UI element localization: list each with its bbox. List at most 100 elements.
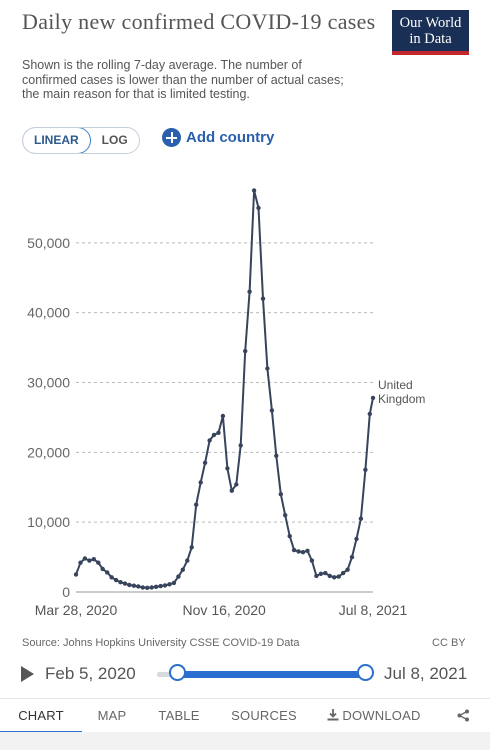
data-point xyxy=(323,570,328,576)
data-point xyxy=(162,583,168,588)
data-point xyxy=(251,188,257,193)
data-point xyxy=(225,466,230,471)
data-point xyxy=(82,556,88,561)
data-point xyxy=(367,411,372,417)
data-point xyxy=(113,577,119,583)
data-point xyxy=(336,574,341,579)
data-point xyxy=(73,572,79,577)
data-point xyxy=(300,550,306,555)
log-scale-button[interactable]: LOG xyxy=(101,133,128,147)
data-point xyxy=(127,582,132,588)
data-point xyxy=(327,573,332,579)
tab-sources[interactable]: SOURCES xyxy=(216,699,312,733)
data-point xyxy=(176,574,181,579)
tab-sources-label: SOURCES xyxy=(231,708,297,723)
data-point xyxy=(149,585,154,590)
tab-download-label: DOWNLOAD xyxy=(342,708,421,723)
data-point xyxy=(229,488,234,493)
y-tick-label: 20,000 xyxy=(27,444,70,460)
data-point xyxy=(131,583,137,588)
timeline-end-label: Jul 8, 2021 xyxy=(384,664,468,683)
data-point xyxy=(243,348,248,354)
series-label-line-2: Kingdom xyxy=(378,392,425,406)
chart-title: Daily new confirmed COVID-19 cases xyxy=(22,9,376,34)
data-point xyxy=(291,547,297,553)
data-point xyxy=(216,430,221,435)
series-united-kingdom xyxy=(73,188,376,590)
data-point xyxy=(370,395,376,401)
data-point xyxy=(283,513,288,518)
data-point xyxy=(91,557,97,562)
tab-table[interactable]: TABLE xyxy=(142,699,216,733)
timeline-end-handle[interactable] xyxy=(357,664,374,681)
data-point xyxy=(185,558,190,563)
timeline-selected-range[interactable] xyxy=(177,671,365,678)
data-point xyxy=(153,584,159,589)
data-point xyxy=(100,566,105,572)
data-point xyxy=(309,558,315,563)
data-point xyxy=(305,548,310,553)
data-point xyxy=(260,296,266,301)
source-note[interactable]: Source: Johns Hopkins University CSSE CO… xyxy=(22,637,300,649)
plus-circle-icon xyxy=(162,128,181,147)
data-point xyxy=(194,502,199,507)
timeline-track[interactable] xyxy=(157,672,178,677)
data-point xyxy=(265,366,270,371)
tab-table-label: TABLE xyxy=(158,708,200,723)
owid-logo[interactable]: Our World in Data xyxy=(392,10,469,55)
series-label-line-1: United xyxy=(378,378,413,392)
logo-line-1: Our World xyxy=(399,15,462,31)
tab-map[interactable]: MAP xyxy=(82,699,142,733)
data-point xyxy=(358,516,364,521)
tab-share[interactable] xyxy=(436,699,490,733)
data-point xyxy=(122,581,128,586)
y-tick-label: 50,000 xyxy=(27,235,70,251)
add-country-label: Add country xyxy=(186,129,275,146)
tab-chart[interactable]: CHART xyxy=(0,699,82,733)
tab-map-label: MAP xyxy=(97,708,127,723)
data-point xyxy=(171,580,177,586)
data-point xyxy=(96,560,101,565)
y-tick-label: 30,000 xyxy=(27,375,70,391)
data-point xyxy=(167,582,172,587)
data-point xyxy=(198,480,203,485)
data-point xyxy=(269,408,275,413)
data-point xyxy=(363,467,368,472)
data-point xyxy=(140,585,145,590)
data-point xyxy=(349,554,355,560)
chart-grid xyxy=(76,242,373,593)
data-point xyxy=(189,545,194,550)
tab-download[interactable]: DOWNLOAD xyxy=(312,699,436,733)
data-point xyxy=(287,533,292,539)
data-point xyxy=(109,575,114,580)
license-link[interactable]: CC BY xyxy=(432,637,466,649)
data-point xyxy=(207,438,212,443)
data-point xyxy=(318,571,324,576)
x-axis-ticks: Mar 28, 2020 Nov 16, 2020 Jul 8, 2021 xyxy=(35,602,408,618)
add-country-button[interactable]: Add country xyxy=(162,128,274,147)
data-point xyxy=(314,573,319,579)
data-point xyxy=(211,432,217,438)
data-point xyxy=(220,413,226,419)
x-tick-label: Nov 16, 2020 xyxy=(183,602,266,618)
share-icon xyxy=(457,709,469,722)
y-tick-label: 40,000 xyxy=(27,305,70,321)
linear-scale-button[interactable]: LINEAR xyxy=(22,128,91,153)
series-line xyxy=(75,189,374,589)
scale-toggle: LINEAR LOG xyxy=(22,127,140,154)
x-tick-label: Mar 28, 2020 xyxy=(35,602,118,618)
y-axis-ticks: 0 10,000 20,000 30,000 40,000 50,000 xyxy=(27,235,70,600)
tab-chart-label: CHART xyxy=(18,708,64,723)
x-tick-label: Jul 8, 2021 xyxy=(339,602,408,618)
timeline-start-label: Feb 5, 2020 xyxy=(45,664,136,683)
data-point xyxy=(345,567,350,572)
data-point xyxy=(332,575,337,580)
data-point xyxy=(145,585,150,590)
data-point xyxy=(118,580,123,585)
play-icon[interactable] xyxy=(21,666,34,682)
data-point xyxy=(340,570,346,576)
data-point xyxy=(238,443,243,448)
data-point xyxy=(87,558,92,563)
data-point xyxy=(180,567,185,572)
timeline-start-handle[interactable] xyxy=(169,664,186,681)
